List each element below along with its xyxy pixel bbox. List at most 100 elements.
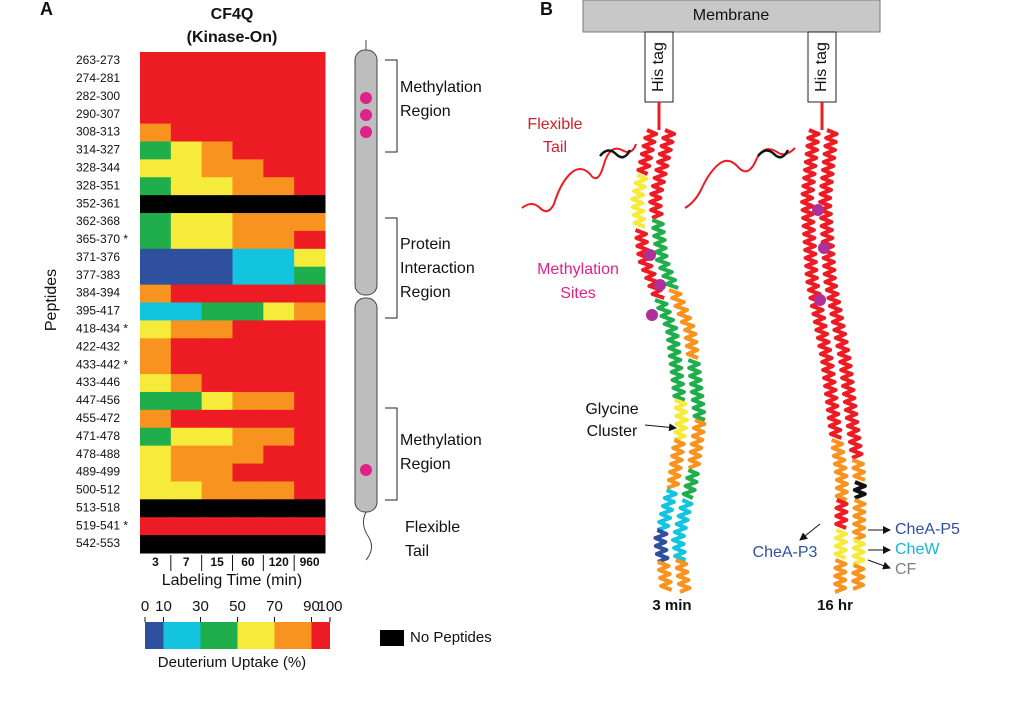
row-label: 478-488 bbox=[76, 447, 120, 461]
heat-cell bbox=[201, 159, 233, 178]
heat-cell bbox=[140, 427, 172, 447]
colorbar-swatch bbox=[145, 622, 164, 649]
x-axis-label: Labeling Time (min) bbox=[162, 572, 303, 589]
heat-cell bbox=[232, 230, 264, 250]
heat-cell bbox=[201, 320, 233, 339]
heat-cell bbox=[170, 481, 203, 500]
helix bbox=[818, 128, 864, 460]
heat-cell bbox=[201, 123, 233, 142]
heat-cell bbox=[232, 356, 264, 375]
row-label: 447-456 bbox=[76, 393, 120, 407]
heat-cell bbox=[201, 302, 233, 321]
no-peptide-cell bbox=[170, 535, 203, 554]
helix bbox=[851, 458, 866, 482]
row-label: 365-370 * bbox=[76, 232, 128, 246]
annotation: Tail bbox=[543, 139, 567, 156]
panel-label: B bbox=[540, 0, 553, 19]
heat-cell bbox=[170, 284, 203, 303]
his-tag-box bbox=[644, 31, 674, 103]
heat-cell bbox=[232, 302, 264, 321]
heat-cell bbox=[170, 105, 203, 125]
heat-cell bbox=[263, 427, 295, 447]
heat-cell bbox=[294, 123, 326, 142]
heat-cell bbox=[294, 141, 326, 160]
heat-cell bbox=[263, 141, 295, 160]
heat-cell bbox=[263, 481, 295, 500]
bracket bbox=[385, 407, 398, 501]
heat-cell bbox=[232, 105, 264, 125]
heat-cell bbox=[201, 427, 233, 447]
column-label: 960 bbox=[300, 555, 320, 569]
membrane bbox=[582, 0, 881, 33]
helix bbox=[657, 560, 673, 592]
structure-panel: Membrane His tag His tag Flexible Tail M… bbox=[521, 0, 960, 614]
heat-cell bbox=[294, 356, 326, 375]
heat-cell bbox=[170, 356, 203, 375]
no-peptide-cell bbox=[140, 499, 172, 518]
colorbar-tick-label: 90 bbox=[303, 598, 320, 615]
heat-cell bbox=[263, 338, 295, 357]
y-axis-label: Peptides bbox=[43, 269, 60, 331]
heat-cell bbox=[263, 320, 295, 339]
heat-cell bbox=[232, 141, 264, 160]
column-label: 120 bbox=[269, 555, 289, 569]
heat-cell bbox=[263, 391, 295, 411]
heat-cell bbox=[201, 356, 233, 375]
heat-cell bbox=[140, 302, 172, 321]
heat-cell bbox=[170, 517, 203, 536]
heat-cell bbox=[170, 52, 203, 71]
heat-cell bbox=[201, 141, 233, 160]
heat-cell bbox=[232, 445, 264, 465]
methyl-sphere bbox=[812, 204, 824, 216]
row-label: 471-478 bbox=[76, 429, 120, 443]
time-label: 16 hr bbox=[817, 597, 853, 614]
row-label: 308-313 bbox=[76, 125, 120, 139]
membrane-label: Membrane bbox=[693, 7, 770, 24]
row-label: 263-273 bbox=[76, 53, 120, 67]
heat-cell bbox=[232, 481, 264, 500]
column-label: 3 bbox=[152, 555, 159, 569]
heat-cell bbox=[170, 213, 203, 232]
column-label: 15 bbox=[210, 555, 224, 569]
colorbar-tick-label: 100 bbox=[317, 598, 342, 615]
row-label: 513-518 bbox=[76, 500, 120, 514]
heat-cell bbox=[232, 213, 264, 232]
row-label: 328-351 bbox=[76, 178, 120, 192]
heat-cell bbox=[294, 69, 326, 89]
heat-cell bbox=[201, 409, 233, 429]
colorbar-swatch bbox=[200, 622, 238, 649]
heat-cell bbox=[232, 374, 264, 393]
heat-cell bbox=[201, 481, 233, 500]
null-swatch bbox=[380, 630, 404, 646]
annotation: Sites bbox=[560, 285, 596, 302]
heat-cell bbox=[201, 177, 233, 196]
no-peptide-cell bbox=[232, 535, 264, 554]
row-label: 328-344 bbox=[76, 160, 120, 174]
heat-cell bbox=[170, 266, 203, 286]
heat-cell bbox=[140, 445, 172, 465]
helix bbox=[630, 173, 649, 229]
heat-cell bbox=[263, 463, 295, 482]
helix bbox=[674, 558, 692, 594]
domain-label: Interaction bbox=[400, 260, 475, 277]
heat-cell bbox=[140, 320, 172, 339]
heat-cell bbox=[263, 69, 295, 89]
heat-cell bbox=[294, 52, 326, 71]
heat-cell bbox=[201, 87, 233, 107]
heat-cell bbox=[232, 427, 264, 447]
heat-cell bbox=[170, 230, 203, 250]
heat-cell bbox=[294, 427, 326, 447]
row-label: 422-432 bbox=[76, 339, 120, 353]
annotation: CF bbox=[895, 561, 917, 578]
heat-cell bbox=[201, 338, 233, 357]
annotation: CheW bbox=[895, 541, 940, 558]
heat-cell bbox=[201, 284, 233, 303]
helix bbox=[834, 498, 849, 530]
domain-label: Region bbox=[400, 456, 451, 473]
flexible-tail bbox=[684, 147, 796, 209]
helix bbox=[687, 358, 707, 422]
no-peptide-cell bbox=[140, 195, 172, 214]
helix bbox=[852, 480, 867, 500]
helix bbox=[666, 438, 686, 490]
heat-cell bbox=[170, 445, 203, 465]
